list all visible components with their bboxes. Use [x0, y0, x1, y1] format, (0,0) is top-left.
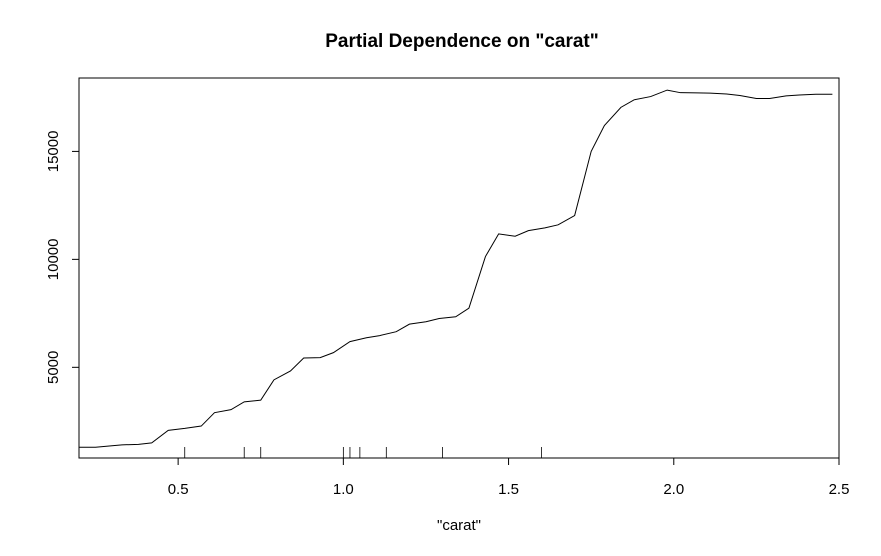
rug-marks	[184, 447, 543, 458]
x-tick-label: 0.5	[168, 481, 189, 498]
partial-dependence-line	[79, 89, 833, 448]
x-tick-label: 2.5	[829, 481, 850, 498]
x-tick-label: 2.0	[663, 481, 684, 498]
y-tick-label: 15000	[45, 131, 62, 173]
x-axis-label: "carat"	[437, 517, 481, 534]
y-tick-label: 10000	[45, 239, 62, 281]
x-tick-label: 1.5	[498, 481, 519, 498]
plot-frame	[78, 77, 840, 459]
y-tick-label: 5000	[45, 351, 62, 384]
chart-title: Partial Dependence on "carat"	[325, 31, 599, 52]
x-tick-label: 1.0	[333, 481, 354, 498]
y-axis: 5000 10000 15000	[45, 131, 80, 384]
x-axis: 0.5 1.0 1.5 2.0 2.5	[168, 457, 850, 498]
